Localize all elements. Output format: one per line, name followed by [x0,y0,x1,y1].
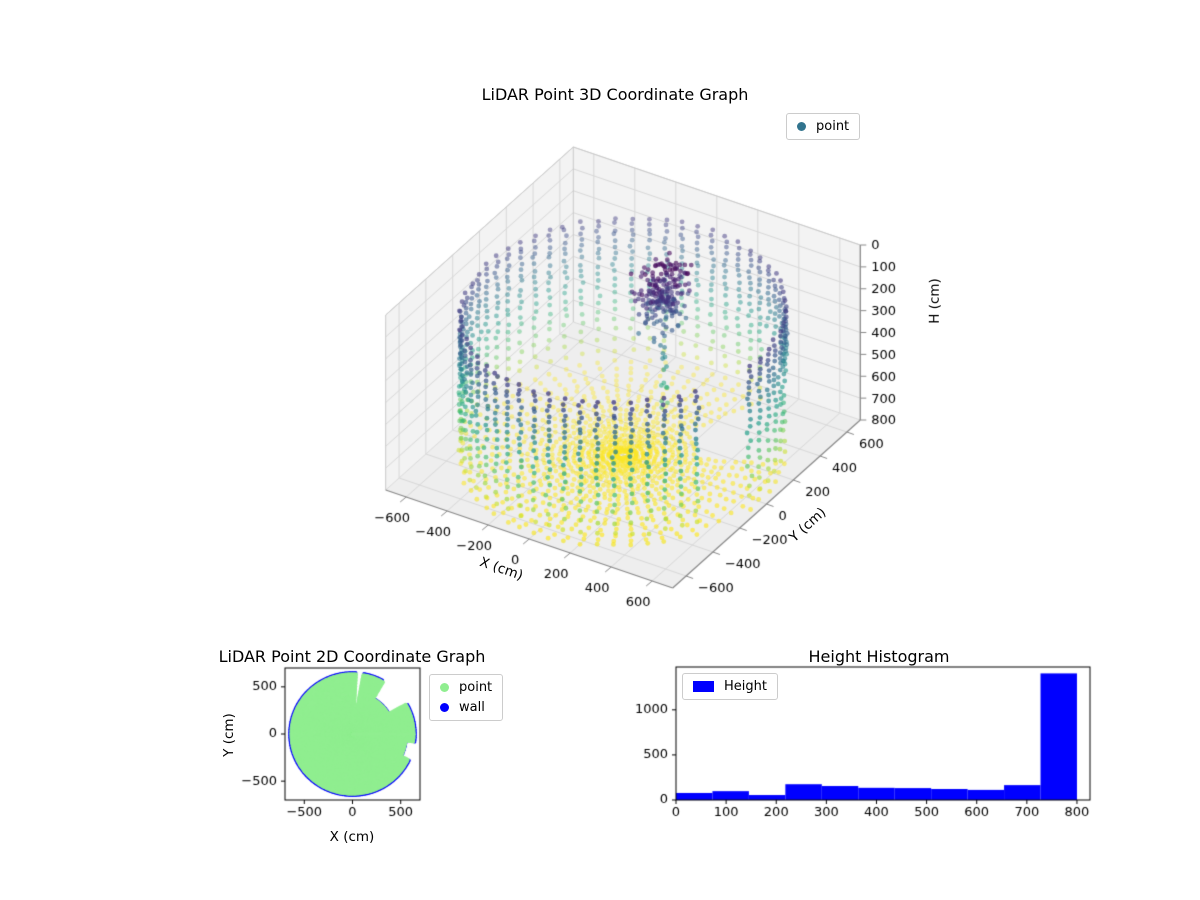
scatter3d-legend: point [786,113,861,140]
scatter3d-title: LiDAR Point 3D Coordinate Graph [481,85,749,104]
legend-item-point: point [440,680,492,695]
point-marker-icon [440,683,449,692]
wall-marker-icon [440,703,449,712]
scatter2d-xlabel: X (cm) [329,829,375,845]
legend-label-point: point [459,680,493,695]
histogram-legend: Height [682,673,778,700]
scatter3d-zlabel: H (cm) [926,278,943,324]
legend-label-point: point [816,119,850,134]
legend-label-wall: wall [459,700,485,715]
legend-item-point: point [797,119,849,134]
legend-item-wall: wall [440,700,492,715]
scatter2d-title: LiDAR Point 2D Coordinate Graph [218,647,486,666]
height-patch-icon [693,681,714,692]
scatter2d-ylabel: Y (cm) [220,713,237,757]
scatter2d-legend: point wall [429,674,504,721]
legend-label-height: Height [724,679,767,694]
point-marker-icon [797,122,806,131]
histogram-title: Height Histogram [808,647,950,666]
legend-item-height: Height [693,679,767,694]
